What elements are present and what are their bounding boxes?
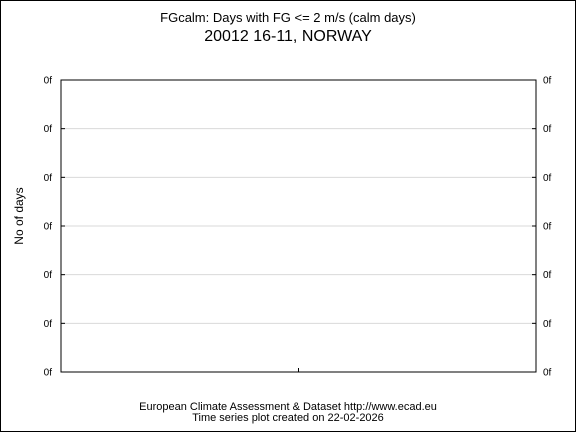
y-tick-label-right: 0f (543, 124, 552, 135)
y-tick-label-left: 0f (44, 76, 53, 87)
axis-ticks (61, 79, 536, 373)
y-tick-label-right: 0f (543, 319, 552, 330)
chart-title: FGcalm: Days with FG <= 2 m/s (calm days… (160, 10, 416, 25)
y-tick-label-left: 0f (44, 173, 53, 184)
y-tick-label-right: 0f (543, 368, 552, 379)
y-tick-label-left: 0f (44, 368, 53, 379)
y-tick-label-left: 0f (44, 319, 53, 330)
grid-lines (61, 128, 536, 324)
y-tick-label-right: 0f (543, 222, 552, 233)
y-tick-label-left: 0f (44, 222, 53, 233)
footer-created: Time series plot created on 22-02-2026 (192, 412, 384, 424)
footer-source: European Climate Assessment & Dataset ht… (139, 401, 437, 413)
chart-subtitle: 20012 16-11, NORWAY (204, 28, 372, 45)
y-tick-label-left: 0f (44, 124, 53, 135)
y-tick-label-right: 0f (543, 270, 552, 281)
y-tick-label-left: 0f (44, 270, 53, 281)
tick-labels: 0f 0f 0f 0f 0f 0f 0f 0f 0f 0f 0f 0f 0f 0f (44, 76, 552, 379)
y-tick-label-right: 0f (543, 76, 552, 87)
y-tick-label-right: 0f (543, 173, 552, 184)
